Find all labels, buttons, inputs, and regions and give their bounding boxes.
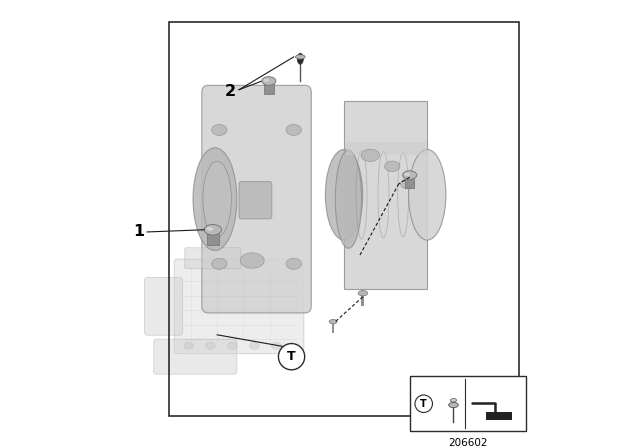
Ellipse shape (193, 148, 237, 250)
Ellipse shape (271, 342, 281, 349)
Ellipse shape (329, 319, 337, 324)
Ellipse shape (297, 53, 303, 64)
FancyBboxPatch shape (239, 181, 272, 219)
Bar (332, 324, 335, 332)
Ellipse shape (228, 342, 237, 349)
Bar (344, 101, 428, 289)
FancyBboxPatch shape (202, 85, 311, 313)
Ellipse shape (240, 253, 264, 268)
Ellipse shape (449, 402, 458, 408)
FancyBboxPatch shape (174, 259, 304, 353)
Ellipse shape (325, 150, 363, 240)
Bar (207, 232, 218, 245)
FancyBboxPatch shape (154, 339, 237, 374)
Ellipse shape (184, 342, 193, 349)
Text: 1: 1 (133, 224, 144, 240)
Ellipse shape (408, 150, 446, 240)
Ellipse shape (361, 149, 380, 161)
FancyBboxPatch shape (145, 277, 182, 335)
Ellipse shape (296, 55, 305, 59)
Bar (264, 82, 273, 94)
Ellipse shape (264, 78, 269, 82)
Ellipse shape (212, 125, 227, 135)
Ellipse shape (212, 258, 227, 269)
Ellipse shape (358, 291, 367, 296)
Ellipse shape (404, 172, 410, 176)
Ellipse shape (250, 342, 259, 349)
Text: T: T (420, 399, 427, 409)
Ellipse shape (206, 342, 216, 349)
Text: T: T (287, 350, 296, 363)
Text: 206602: 206602 (448, 438, 488, 448)
Ellipse shape (403, 171, 417, 179)
Ellipse shape (286, 258, 301, 269)
Bar (410, 376, 525, 431)
Text: 2: 2 (225, 84, 236, 99)
Circle shape (415, 395, 433, 413)
Bar (169, 22, 519, 416)
Bar (405, 177, 415, 188)
Bar (486, 412, 512, 420)
Ellipse shape (286, 125, 301, 135)
Ellipse shape (385, 161, 400, 172)
FancyBboxPatch shape (185, 248, 241, 269)
Bar (346, 142, 428, 155)
Circle shape (278, 344, 305, 370)
Bar (362, 296, 364, 306)
Ellipse shape (335, 150, 362, 248)
Ellipse shape (262, 77, 276, 85)
Ellipse shape (451, 398, 456, 402)
Ellipse shape (207, 227, 213, 231)
Ellipse shape (203, 161, 232, 237)
Ellipse shape (204, 224, 221, 235)
Ellipse shape (401, 179, 415, 189)
